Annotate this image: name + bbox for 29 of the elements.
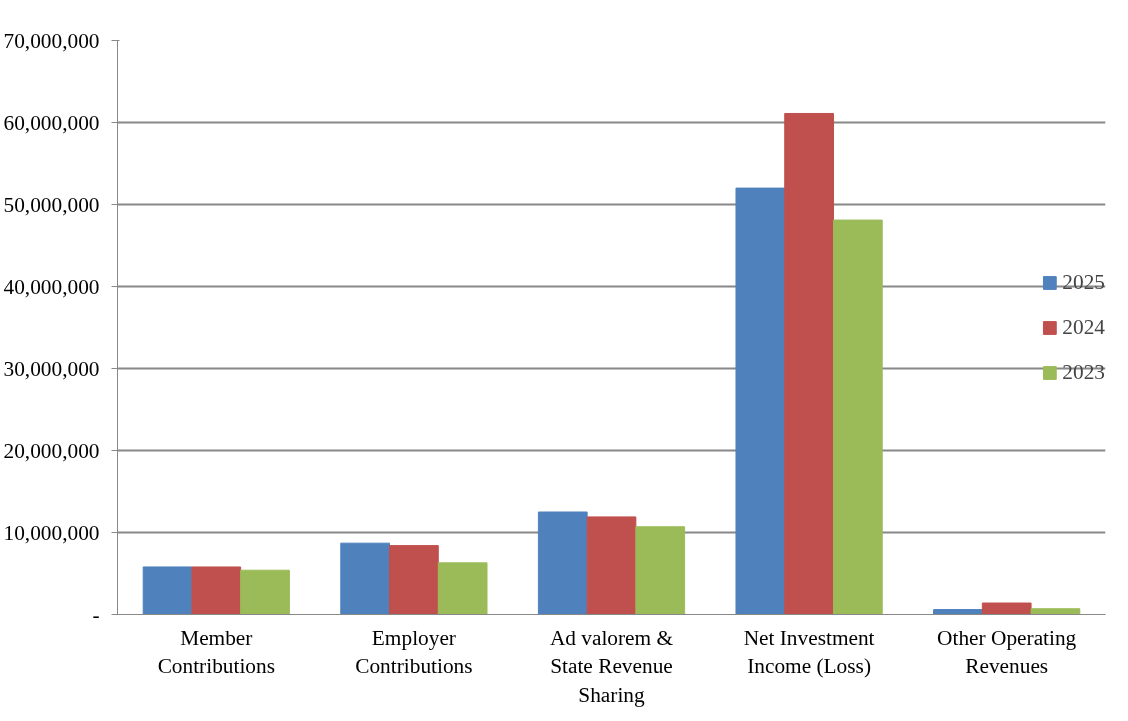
bar (635, 526, 686, 615)
bar (832, 219, 883, 615)
y-tick-label: 50,000,000 (3, 192, 100, 217)
bar (340, 542, 391, 615)
y-tick-label: 10,000,000 (3, 520, 100, 545)
y-tick-label: 30,000,000 (3, 356, 100, 381)
x-tick-label: Member Contributions (157, 625, 275, 679)
bar (735, 187, 786, 615)
y-tick-label: 60,000,000 (3, 110, 100, 135)
bar (1030, 608, 1081, 615)
x-tick-label: Employer Contributions (355, 625, 473, 679)
bar (784, 112, 834, 615)
x-tick-label: Other Operating Revenues (937, 625, 1077, 679)
y-tick-label: 40,000,000 (3, 274, 100, 299)
bar (933, 609, 983, 615)
bar (437, 562, 488, 615)
y-tick-label: - (92, 602, 100, 627)
bar (981, 602, 1032, 615)
bar (142, 566, 193, 615)
bar (586, 516, 637, 615)
legend-label: 2024 (1062, 314, 1105, 340)
bar (240, 569, 290, 615)
bar (389, 545, 439, 615)
bar (191, 566, 242, 615)
y-tick-label: 70,000,000 (3, 28, 100, 53)
bar (537, 511, 588, 615)
y-tick-label: 20,000,000 (3, 438, 100, 463)
x-tick-label: Ad valorem & State Revenue Sharing (549, 625, 674, 708)
x-tick-label: Net Investment Income (Loss) (743, 625, 875, 679)
